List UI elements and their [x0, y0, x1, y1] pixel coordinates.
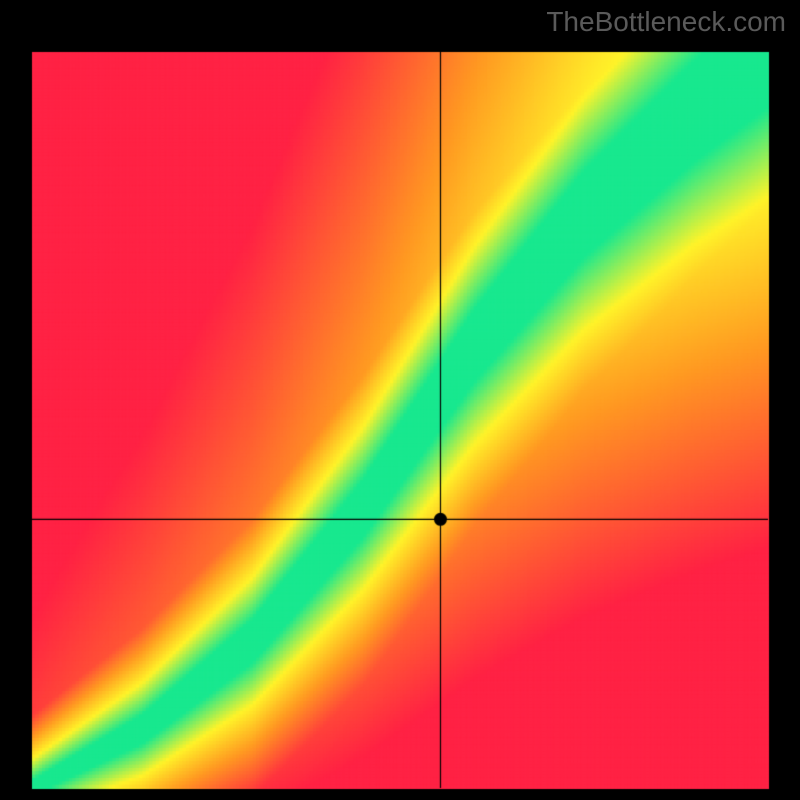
- attribution-label: TheBottleneck.com: [546, 6, 786, 38]
- chart-container: TheBottleneck.com: [0, 0, 800, 800]
- bottleneck-heatmap: [0, 0, 800, 800]
